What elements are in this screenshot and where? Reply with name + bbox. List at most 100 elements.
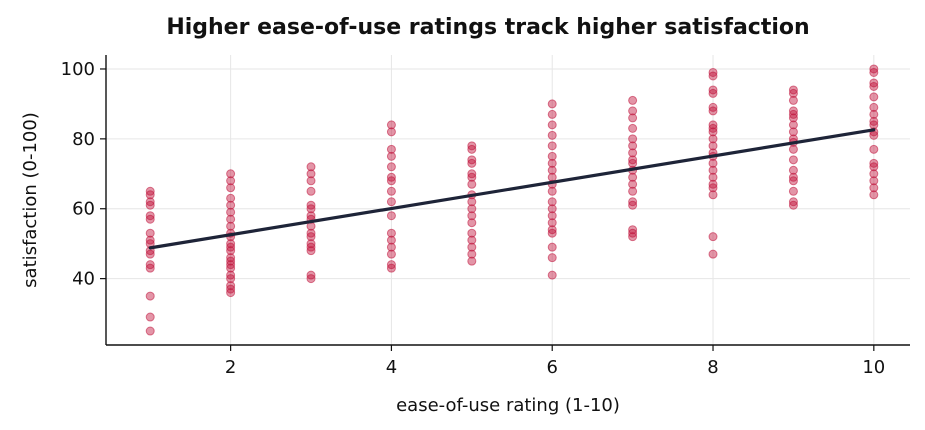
data-point <box>547 218 557 228</box>
data-point <box>467 204 477 214</box>
data-point <box>306 274 316 284</box>
data-point <box>869 183 879 193</box>
data-point <box>306 242 316 252</box>
data-point <box>226 207 236 217</box>
data-point <box>226 256 236 266</box>
data-point <box>869 116 879 126</box>
data-point <box>628 134 638 144</box>
data-point <box>788 186 798 196</box>
data-point <box>788 127 798 137</box>
x-tick-label: 2 <box>225 357 236 378</box>
data-point <box>788 85 798 95</box>
data-point <box>145 200 155 210</box>
data-point <box>145 228 155 238</box>
data-point <box>869 190 879 200</box>
data-point <box>145 326 155 336</box>
data-point <box>145 249 155 259</box>
data-point <box>306 169 316 179</box>
data-point <box>628 172 638 182</box>
data-point <box>708 158 718 168</box>
data-point <box>869 176 879 186</box>
data-point <box>788 88 798 98</box>
data-point <box>869 144 879 154</box>
data-point <box>547 270 557 280</box>
data-point <box>226 169 236 179</box>
data-point <box>788 200 798 210</box>
data-point <box>145 197 155 207</box>
data-point <box>226 221 236 231</box>
data-point <box>788 113 798 123</box>
data-point <box>788 165 798 175</box>
data-point <box>386 235 396 245</box>
data-point <box>467 256 477 266</box>
y-tick-label: 40 <box>72 269 95 290</box>
data-point <box>547 141 557 151</box>
y-axis-label: satisfaction (0-100) <box>20 112 41 288</box>
data-point <box>547 204 557 214</box>
data-point <box>547 158 557 168</box>
data-point <box>628 197 638 207</box>
data-point <box>788 109 798 119</box>
data-point <box>306 186 316 196</box>
data-point <box>145 190 155 200</box>
data-point <box>547 99 557 109</box>
data-point <box>628 228 638 238</box>
data-point <box>386 260 396 270</box>
data-point <box>708 183 718 193</box>
data-point <box>306 228 316 238</box>
data-point <box>467 235 477 245</box>
data-point <box>547 242 557 252</box>
data-point <box>708 123 718 133</box>
x-tick-label: 10 <box>862 357 885 378</box>
data-point <box>226 288 236 298</box>
data-point <box>306 200 316 210</box>
data-point <box>467 155 477 165</box>
data-point <box>306 204 316 214</box>
trend-line <box>148 128 876 250</box>
data-point <box>386 151 396 161</box>
data-point <box>708 190 718 200</box>
data-point <box>467 211 477 221</box>
x-tick-label: 6 <box>546 357 557 378</box>
data-point <box>628 155 638 165</box>
data-point <box>788 155 798 165</box>
data-point <box>628 106 638 116</box>
data-point <box>226 176 236 186</box>
data-point <box>145 312 155 322</box>
data-point <box>788 172 798 182</box>
data-point <box>869 109 879 119</box>
data-point <box>467 179 477 189</box>
data-point <box>467 169 477 179</box>
data-point <box>467 218 477 228</box>
data-point <box>226 246 236 256</box>
data-point <box>628 113 638 123</box>
data-point <box>145 291 155 301</box>
data-point <box>386 249 396 259</box>
data-point <box>628 158 638 168</box>
data-point <box>226 260 236 270</box>
data-point <box>547 253 557 263</box>
data-point <box>708 249 718 259</box>
data-point <box>145 186 155 196</box>
data-point <box>869 102 879 112</box>
data-point <box>628 95 638 105</box>
data-point <box>306 176 316 186</box>
data-point <box>628 186 638 196</box>
data-point <box>145 260 155 270</box>
data-point <box>386 172 396 182</box>
data-point <box>306 270 316 280</box>
data-point <box>708 120 718 130</box>
data-point <box>386 127 396 137</box>
data-point <box>306 239 316 249</box>
data-point <box>226 183 236 193</box>
data-point <box>467 228 477 238</box>
data-point <box>226 193 236 203</box>
grid-layer <box>106 55 910 345</box>
data-point <box>869 162 879 172</box>
data-point <box>788 144 798 154</box>
data-point <box>708 106 718 116</box>
data-point <box>145 214 155 224</box>
data-point <box>708 172 718 182</box>
data-point <box>386 186 396 196</box>
